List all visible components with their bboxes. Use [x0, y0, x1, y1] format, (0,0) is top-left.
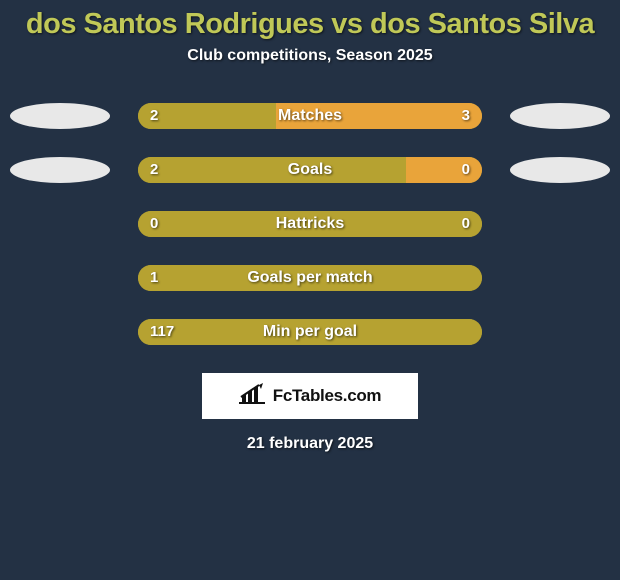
stat-bar: 20Goals [138, 157, 482, 183]
date-label: 21 february 2025 [0, 435, 620, 453]
stat-row: 1Goals per match [0, 265, 620, 291]
bar-fill-left [138, 211, 482, 237]
stat-value-left: 2 [150, 157, 158, 183]
stat-bar: 117Min per goal [138, 319, 482, 345]
club-badge-left [10, 211, 110, 237]
stat-value-right: 0 [462, 211, 470, 237]
stat-value-left: 1 [150, 265, 158, 291]
bar-fill-left [138, 265, 482, 291]
stat-value-right: 0 [462, 157, 470, 183]
club-badge-left [10, 157, 110, 183]
club-badge-right [510, 265, 610, 291]
stat-value-left: 117 [150, 319, 174, 345]
club-badge-left [10, 265, 110, 291]
brand-name: FcTables.com [273, 386, 382, 406]
club-badge-right [510, 211, 610, 237]
stats-rows: 23Matches20Goals00Hattricks1Goals per ma… [0, 103, 620, 345]
club-badge-left [10, 103, 110, 129]
stat-value-left: 2 [150, 103, 158, 129]
club-badge-right [510, 319, 610, 345]
stats-comparison-widget: dos Santos Rodrigues vs dos Santos Silva… [0, 0, 620, 453]
stat-row: 00Hattricks [0, 211, 620, 237]
page-title: dos Santos Rodrigues vs dos Santos Silva [0, 6, 620, 47]
subtitle: Club competitions, Season 2025 [0, 47, 620, 65]
brand-logo-box[interactable]: FcTables.com [202, 373, 418, 419]
stat-row: 20Goals [0, 157, 620, 183]
bar-fill-left [138, 157, 406, 183]
club-badge-right [510, 157, 610, 183]
stat-value-right: 3 [462, 103, 470, 129]
bar-fill-right [406, 157, 482, 183]
club-badge-right [510, 103, 610, 129]
bar-fill-right [276, 103, 482, 129]
stat-bar: 00Hattricks [138, 211, 482, 237]
stat-row: 23Matches [0, 103, 620, 129]
stat-value-left: 0 [150, 211, 158, 237]
bar-fill-left [138, 103, 276, 129]
stat-bar: 23Matches [138, 103, 482, 129]
stat-row: 117Min per goal [0, 319, 620, 345]
club-badge-left [10, 319, 110, 345]
stat-bar: 1Goals per match [138, 265, 482, 291]
bar-fill-left [138, 319, 482, 345]
chart-icon [239, 383, 267, 410]
